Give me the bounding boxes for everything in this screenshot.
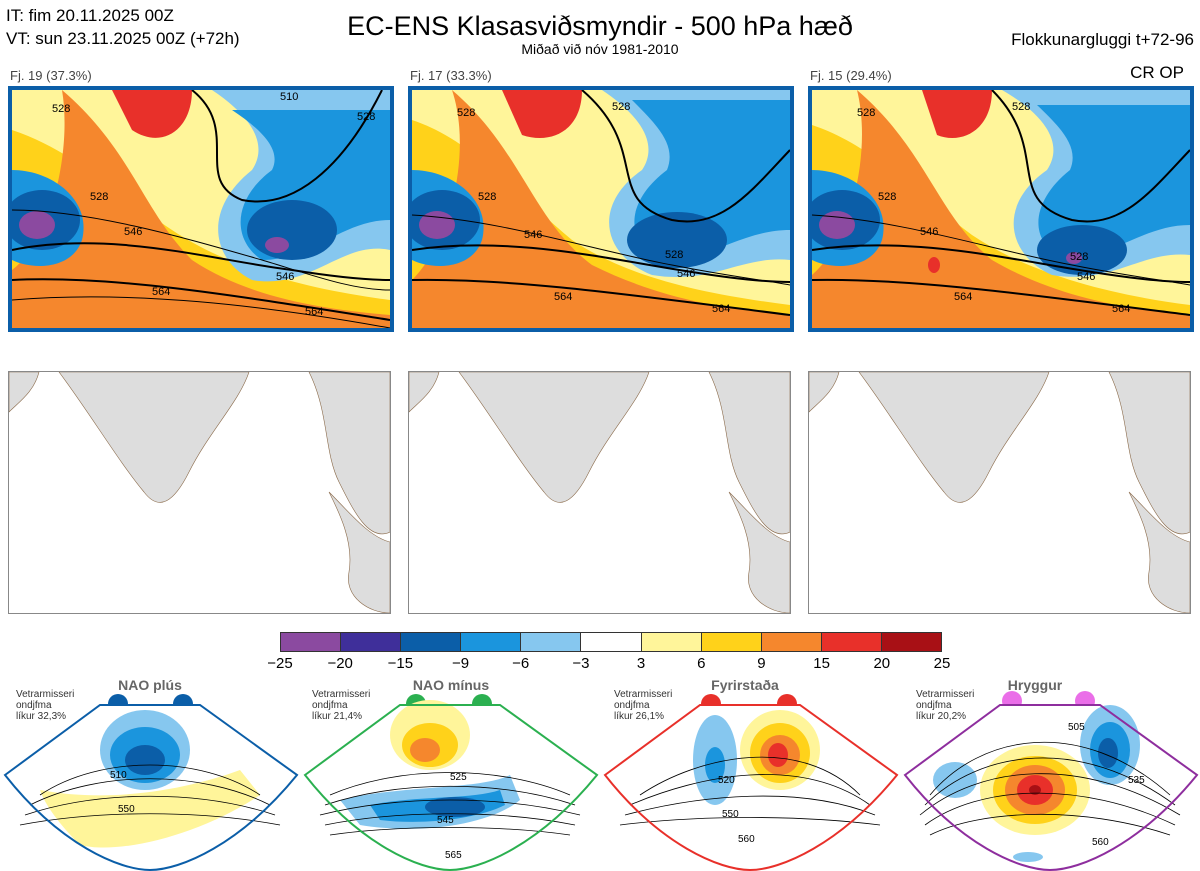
- contour-label: 546: [276, 271, 294, 283]
- contour-label: 564: [954, 291, 972, 303]
- regime-contour-label: 550: [118, 804, 135, 815]
- regime-3-note: Vetrarmisseri ondjfma líkur 26,1%: [614, 689, 673, 722]
- colorbar-tick-label: −25: [267, 655, 293, 672]
- colorbar-swatch: [281, 633, 342, 651]
- regime-contour-label: 510: [110, 770, 127, 781]
- colorbar-tick-label: 25: [933, 655, 951, 672]
- colorbar-swatch: [461, 633, 522, 651]
- colorbar-tick-label: −20: [327, 655, 353, 672]
- cluster-3-anomaly-field: 528 528 528 546 528 546 564 564: [812, 90, 1190, 328]
- contour-label: 528: [478, 191, 496, 203]
- contour-label: 528: [665, 249, 683, 261]
- contour-label: 546: [524, 229, 542, 241]
- cluster-3-label: Fj. 15 (29.4%): [810, 68, 892, 83]
- contour-label: 528: [357, 111, 375, 123]
- regime-contour-label: 565: [445, 850, 462, 861]
- contour-label: 564: [712, 303, 730, 315]
- base-map-3: [808, 371, 1191, 614]
- regime-4-title: Hryggur: [1007, 677, 1063, 693]
- cluster-1-map[interactable]: 528 510 528 528 546 546 564 564: [8, 86, 394, 332]
- contour-label: 564: [305, 306, 323, 318]
- colorbar-tick-label: −15: [387, 655, 414, 672]
- colorbar-tick-label: 15: [813, 655, 830, 672]
- contour-label: 528: [1070, 251, 1088, 263]
- regime-4-note: Vetrarmisseri ondjfma líkur 20,2%: [916, 689, 975, 722]
- regime-contour-label: 560: [738, 834, 755, 845]
- regime-contour-label: 535: [1128, 775, 1145, 786]
- regime-4-map: 505 535 560: [903, 704, 1199, 871]
- colorbar-swatch: [881, 633, 942, 651]
- page-title: EC-ENS Klasasviðsmyndir - 500 hPa hæð: [347, 11, 853, 41]
- contour-label: 528: [1012, 101, 1030, 113]
- colorbar-tick-label: 9: [757, 655, 766, 672]
- classification-window: Flokkunargluggi t+72-96: [1011, 30, 1194, 49]
- colorbar-tick-label: 6: [697, 655, 706, 672]
- contour-label: 510: [280, 91, 298, 103]
- contour-label: 564: [554, 291, 572, 303]
- base-map-1: [8, 371, 391, 614]
- regime-2-note: Vetrarmisseri ondjfma líkur 21,4%: [312, 689, 371, 722]
- init-time: IT: fim 20.11.2025 00Z: [6, 6, 174, 25]
- contour-label: 546: [920, 226, 938, 238]
- contour-label: 546: [677, 268, 695, 280]
- regime-1-title: NAO plús: [118, 677, 182, 693]
- colorbar-tick-label: 20: [873, 655, 891, 672]
- contour-label: 528: [878, 191, 896, 203]
- colorbar-swatch: [821, 633, 882, 651]
- contour-label: 528: [612, 101, 630, 113]
- cluster-2-label: Fj. 17 (33.3%): [410, 68, 492, 83]
- regime-3-title: Fyrirstaða: [711, 677, 779, 693]
- page-subtitle: Miðað við nóv 1981-2010: [521, 41, 679, 57]
- regime-2-title: NAO mínus: [412, 677, 490, 693]
- colorbar-tick-label: −6: [512, 655, 530, 672]
- regime-3-map: 520 550 560: [603, 704, 899, 871]
- contour-label: 564: [1112, 303, 1130, 315]
- cluster-2-anomaly-field: 528 528 528 546 528 546 564 564: [412, 90, 790, 328]
- colorbar-swatch: [341, 633, 402, 651]
- cluster-1-anomaly-field: 528 510 528 528 546 546 564 564: [12, 90, 390, 328]
- contour-label: 528: [857, 107, 875, 119]
- valid-time: VT: sun 23.11.2025 00Z (+72h): [6, 29, 240, 48]
- regime-contour-label: 520: [718, 775, 735, 786]
- regime-2-map: 525 545 565: [303, 700, 599, 871]
- regime-contour-label: 550: [722, 809, 739, 820]
- regime-contour-label: 505: [1068, 722, 1085, 733]
- control-run-tag: CR OP: [1130, 63, 1184, 82]
- colorbar-swatch: [701, 633, 762, 651]
- cluster-2-map[interactable]: 528 528 528 546 528 546 564 564: [408, 86, 794, 332]
- base-map-2: [408, 371, 791, 614]
- colorbar-tick-label: −9: [451, 655, 470, 672]
- colorbar-tick-label: −3: [572, 655, 590, 672]
- regime-contour-label: 545: [437, 815, 454, 826]
- contour-label: 546: [124, 226, 142, 238]
- cluster-1-label: Fj. 19 (37.3%): [10, 68, 92, 83]
- colorbar-swatch: [401, 633, 462, 651]
- regime-contour-label: 560: [1092, 837, 1109, 848]
- contour-label: 528: [90, 191, 108, 203]
- anomaly-colorbar: [280, 632, 942, 652]
- regime-1-map: 510 550: [3, 704, 299, 871]
- colorbar-swatch: [761, 633, 822, 651]
- contour-label: 564: [152, 286, 170, 298]
- colorbar-swatch: [581, 633, 642, 651]
- colorbar-tick-label: 3: [636, 655, 646, 672]
- colorbar-swatch: [641, 633, 702, 651]
- regime-contour-label: 525: [450, 772, 467, 783]
- contour-label: 528: [457, 107, 475, 119]
- regime-1-note: Vetrarmisseri ondjfma líkur 32,3%: [16, 689, 75, 722]
- contour-label: 528: [52, 103, 70, 115]
- contour-label: 546: [1077, 271, 1095, 283]
- cluster-3-map[interactable]: 528 528 528 546 528 546 564 564: [808, 86, 1194, 332]
- colorbar-swatch: [521, 633, 582, 651]
